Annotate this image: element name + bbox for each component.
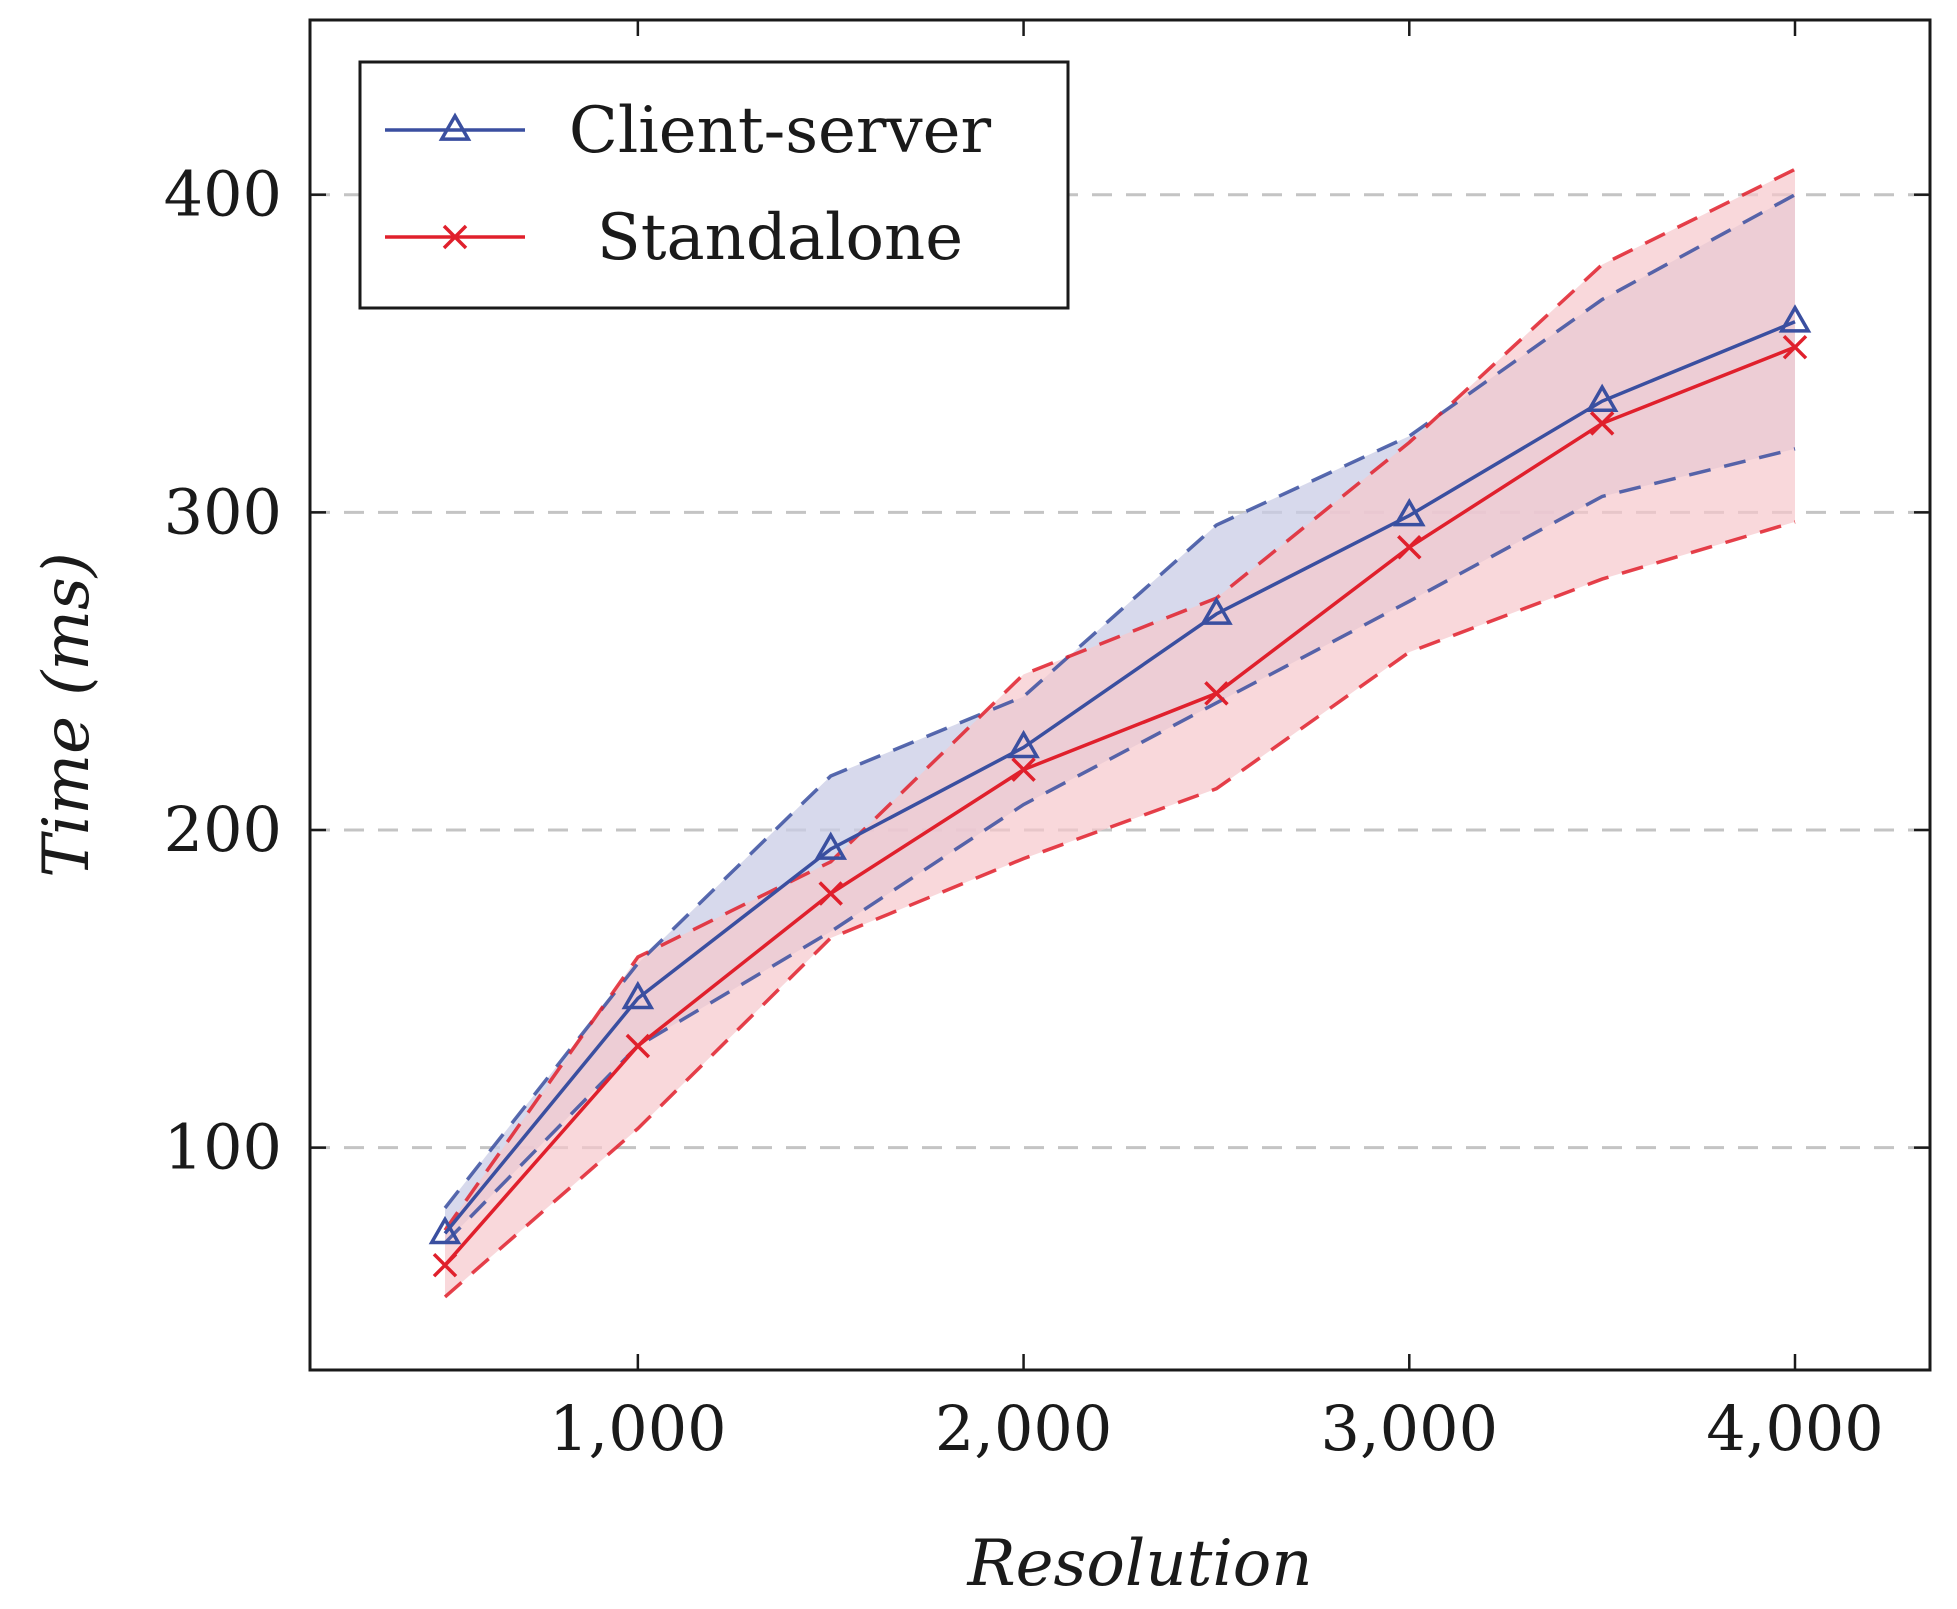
data-point-x (432, 1252, 458, 1278)
y-tick-label: 400 (164, 158, 282, 231)
data-point-triangle (1585, 383, 1619, 413)
y-axis-title: Time (ms) (30, 552, 104, 878)
band-bound-line (443, 520, 1796, 1299)
data-point-triangle (428, 1215, 462, 1245)
data-point-x (1589, 411, 1615, 436)
x-tick-label: 4,000 (1706, 1392, 1884, 1465)
data-point-triangle (1392, 498, 1426, 527)
data-point-triangle (621, 980, 655, 1010)
legend-label-client-server: Client-server (569, 94, 992, 168)
x-tick-label: 1,000 (549, 1392, 727, 1465)
data-point-triangle (1007, 729, 1040, 759)
y-tick-label: 100 (164, 1111, 282, 1184)
legend-entry-client-server: Client-server (385, 94, 992, 168)
band-bound-line (443, 193, 1796, 1210)
plot-frame (308, 18, 1932, 1372)
tick-label-layer: 1,000 2,000 3,000 4,000 100 200 300 400 (164, 158, 1884, 1465)
x-axis-title: Resolution (966, 1527, 1312, 1601)
x-tick-label: 3,000 (1321, 1392, 1499, 1465)
marker-layer (428, 304, 1812, 1278)
series-line (443, 345, 1796, 1267)
legend-entry-standalone: Standalone (385, 201, 963, 275)
line-layer (443, 167, 1796, 1299)
data-point-x (1204, 681, 1229, 706)
data-point-triangle (1778, 304, 1812, 333)
legend-marker-x (442, 224, 468, 250)
legend-marker-triangle (438, 112, 472, 141)
data-point-triangle (814, 831, 848, 860)
data-point-x (1011, 757, 1036, 782)
y-tick-label: 200 (164, 793, 282, 866)
data-point-x (625, 1033, 651, 1059)
band-bound-line (443, 447, 1796, 1245)
axes-layer (308, 18, 1932, 1372)
legend-box (358, 60, 1070, 310)
series-line (443, 320, 1796, 1235)
y-tick-label: 300 (164, 475, 282, 548)
legend: Client-server Standalone (358, 60, 1070, 310)
data-point-x (1782, 334, 1808, 360)
x-tick-label: 2,000 (935, 1392, 1113, 1465)
band-bound-line (443, 167, 1796, 1232)
data-point-x (818, 881, 843, 906)
legend-label-standalone: Standalone (597, 201, 963, 275)
data-point-triangle (1200, 596, 1233, 625)
data-point-x (1397, 535, 1422, 560)
